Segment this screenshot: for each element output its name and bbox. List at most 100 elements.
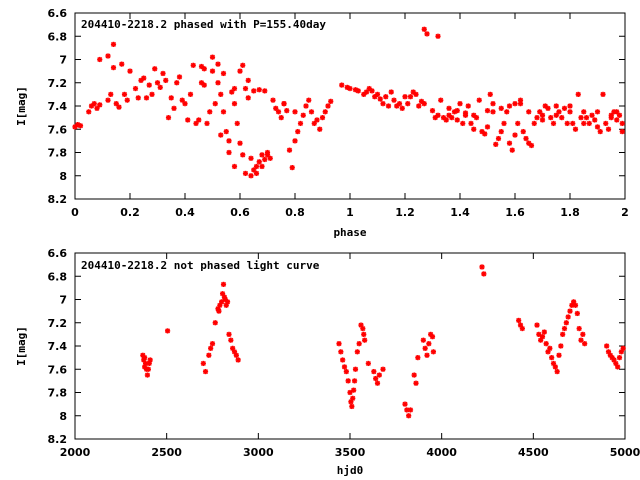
phased-data-point — [218, 132, 224, 138]
phased-x-axis-label: phase — [333, 226, 366, 239]
phased-data-point — [561, 105, 568, 111]
phased-x-tick-label: 2 — [621, 206, 629, 219]
phased-data-point — [619, 120, 625, 127]
phased-data-point — [377, 96, 383, 102]
unphased-data-point — [226, 331, 232, 337]
phased-data-point — [416, 103, 422, 109]
phased-data-point — [435, 112, 441, 118]
phased-data-point — [581, 109, 587, 115]
phased-data-point — [105, 97, 111, 103]
phased-data-point — [501, 120, 507, 127]
unphased-data-point — [620, 345, 626, 351]
phased-data-point — [614, 117, 620, 123]
phased-data-point — [141, 75, 147, 81]
phased-x-tick-label: 1 — [346, 206, 354, 219]
phased-data-point — [476, 97, 482, 103]
phased-data-points — [72, 26, 625, 179]
unphased-data-point — [142, 364, 148, 370]
unphased-data-point — [536, 331, 542, 337]
phased-x-tick-label: 0 — [71, 206, 79, 219]
phased-data-point — [146, 82, 152, 88]
unphased-data-point — [374, 380, 381, 386]
unphased-data-point — [558, 343, 564, 349]
unphased-data-point — [519, 325, 525, 332]
phased-y-tick-label: 7.6 — [48, 123, 68, 136]
phased-data-point — [600, 91, 606, 97]
phased-data-point — [539, 112, 546, 118]
phased-x-tick-label: 0.8 — [285, 206, 305, 219]
unphased-data-point — [356, 341, 362, 347]
unphased-data-point — [233, 352, 239, 358]
unphased-data-point — [228, 337, 234, 343]
phased-data-point — [405, 101, 411, 107]
phased-data-point — [487, 91, 493, 97]
phased-data-point — [119, 61, 125, 67]
unphased-data-point — [219, 299, 225, 305]
unphased-data-point — [552, 364, 558, 370]
phased-data-point — [556, 109, 562, 115]
unphased-data-point — [406, 413, 412, 419]
unphased-data-point — [424, 352, 430, 358]
unphased-data-point — [145, 366, 151, 372]
unphased-data-point — [361, 331, 367, 337]
unphased-data-point — [415, 355, 421, 361]
phased-data-point — [457, 101, 463, 107]
phased-y-tick-label: 8 — [59, 170, 67, 183]
unphased-data-point — [376, 372, 382, 378]
phased-data-point — [218, 91, 224, 97]
phased-data-point — [396, 101, 403, 107]
phased-data-point — [132, 85, 139, 92]
phased-data-point — [388, 89, 394, 95]
unphased-data-point — [380, 366, 386, 372]
unphased-data-point — [206, 352, 212, 358]
unphased-data-point — [144, 372, 151, 378]
phased-data-point — [465, 103, 471, 109]
phased-data-point — [154, 80, 161, 86]
phased-data-point — [366, 85, 372, 92]
phased-data-point — [418, 98, 425, 104]
phased-data-point — [256, 87, 262, 93]
phased-data-point — [226, 138, 232, 144]
phased-data-point — [446, 105, 452, 111]
phased-data-point — [592, 117, 598, 123]
phased-data-point — [581, 120, 587, 127]
phased-data-point — [402, 94, 408, 100]
phased-data-point — [570, 120, 576, 127]
phased-data-point — [204, 120, 210, 127]
phased-data-point — [506, 103, 513, 109]
phased-data-point — [171, 105, 177, 111]
unphased-axis-ticks: 2000 2500 3000 3500 4000 4500 5000 6.6 6.8 7 7.2 7.… — [48, 247, 640, 459]
phased-data-point — [578, 115, 584, 121]
unphased-data-point — [430, 349, 437, 355]
unphased-x-tick-label: 2500 — [151, 446, 182, 459]
phased-data-point — [512, 101, 518, 107]
unphased-y-axis-label: I[mag] — [15, 326, 28, 366]
phased-data-point — [262, 88, 268, 94]
unphased-x-tick-label: 3500 — [335, 446, 366, 459]
unphased-data-point — [373, 375, 379, 382]
unphased-data-point — [479, 264, 485, 270]
phased-data-point — [281, 101, 287, 107]
unphased-x-tick-label: 4500 — [518, 446, 549, 459]
phased-data-point — [385, 103, 392, 109]
phased-data-point — [460, 120, 466, 127]
phased-data-point — [484, 124, 491, 130]
phased-data-point — [550, 120, 557, 127]
phased-data-point — [278, 115, 284, 121]
phased-data-point — [526, 109, 532, 115]
phased-data-point — [275, 109, 282, 115]
phased-data-point — [347, 85, 353, 92]
phased-data-point — [454, 108, 460, 114]
phased-data-point — [264, 152, 271, 158]
phased-data-point — [297, 120, 304, 127]
phased-data-point — [108, 91, 114, 97]
phased-data-point — [157, 84, 163, 90]
phased-data-point — [380, 101, 386, 107]
phased-data-point — [498, 128, 504, 135]
phased-data-point — [143, 95, 150, 101]
phased-x-tick-label: 0.4 — [175, 206, 195, 219]
unphased-data-point — [371, 368, 377, 375]
phased-data-point — [454, 117, 460, 123]
unphased-data-point — [534, 322, 540, 328]
